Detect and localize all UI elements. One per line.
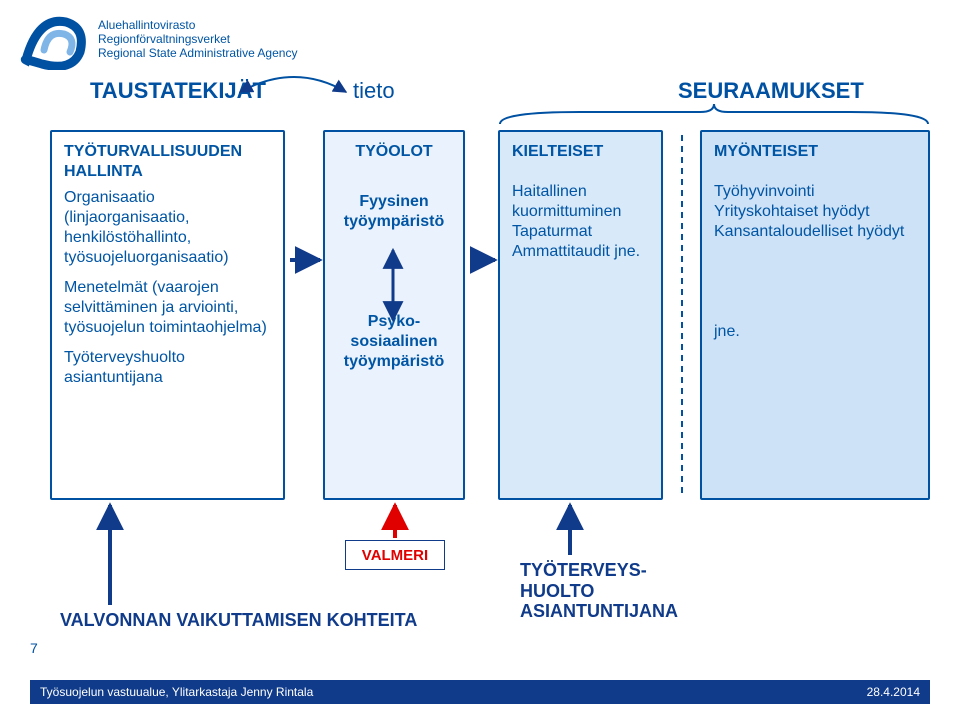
- col-kielteiset: KIELTEISET Haitallinen kuormittuminen Ta…: [498, 130, 663, 500]
- col1-p2: Menetelmät (vaarojen selvittäminen ja ar…: [64, 278, 271, 338]
- col1-p1: Organisaatio (linjaorganisaatio, henkilö…: [64, 188, 271, 268]
- valvonnan-label: VALVONNAN VAIKUTTAMISEN KOHTEITA: [60, 610, 417, 631]
- col1-title: TYÖTURVALLISUUDEN HALLINTA: [64, 142, 271, 182]
- heading-taustatekijat: TAUSTATEKIJÄT: [90, 78, 266, 104]
- col1-p3: Työterveyshuolto asiantuntijana: [64, 348, 271, 388]
- footer-left: Työsuojelun vastuualue, Ylitarkastaja Je…: [40, 685, 313, 699]
- col4-title: MYÖNTEISET: [714, 142, 916, 162]
- heading-seuraamukset: SEURAAMUKSET: [678, 78, 864, 104]
- col-myonteiset: MYÖNTEISET Työhyvinvointi Yrityskohtaise…: [700, 130, 930, 500]
- footer-bar: Työsuojelun vastuualue, Ylitarkastaja Je…: [30, 680, 930, 704]
- logo-line1: Aluehallintovirasto: [98, 19, 297, 33]
- footer-right: 28.4.2014: [867, 685, 920, 699]
- col2-title: TYÖOLOT: [337, 142, 451, 162]
- col-tyoturvallisuuden: TYÖTURVALLISUUDEN HALLINTA Organisaatio …: [50, 130, 285, 500]
- tyoterveyshuolto-label: TYÖTERVEYS-HUOLTO ASIANTUNTIJANA: [520, 560, 720, 622]
- col2-item2: Psyko-sosiaalinen työympäristö: [337, 312, 451, 372]
- page-number: 7: [30, 640, 38, 656]
- logo-line2: Regionförvaltningsverket: [98, 33, 297, 47]
- col-tyoolot: TYÖOLOT Fyysinen työympäristö Psyko-sosi…: [323, 130, 465, 500]
- valmeri-box: VALMERI: [345, 540, 445, 570]
- logo-line3: Regional State Administrative Agency: [98, 47, 297, 61]
- col4-body: Työhyvinvointi Yrityskohtaiset hyödyt Ka…: [714, 182, 916, 242]
- logo-text: Aluehallintovirasto Regionförvaltningsve…: [98, 19, 297, 60]
- logo: Aluehallintovirasto Regionförvaltningsve…: [20, 10, 297, 70]
- logo-mark-icon: [20, 10, 90, 70]
- col3-title: KIELTEISET: [512, 142, 649, 162]
- col4-etc: jne.: [714, 322, 916, 342]
- col2-item1: Fyysinen työympäristö: [337, 192, 451, 232]
- heading-tieto: tieto: [353, 78, 395, 104]
- col3-body: Haitallinen kuormittuminen Tapaturmat Am…: [512, 182, 649, 262]
